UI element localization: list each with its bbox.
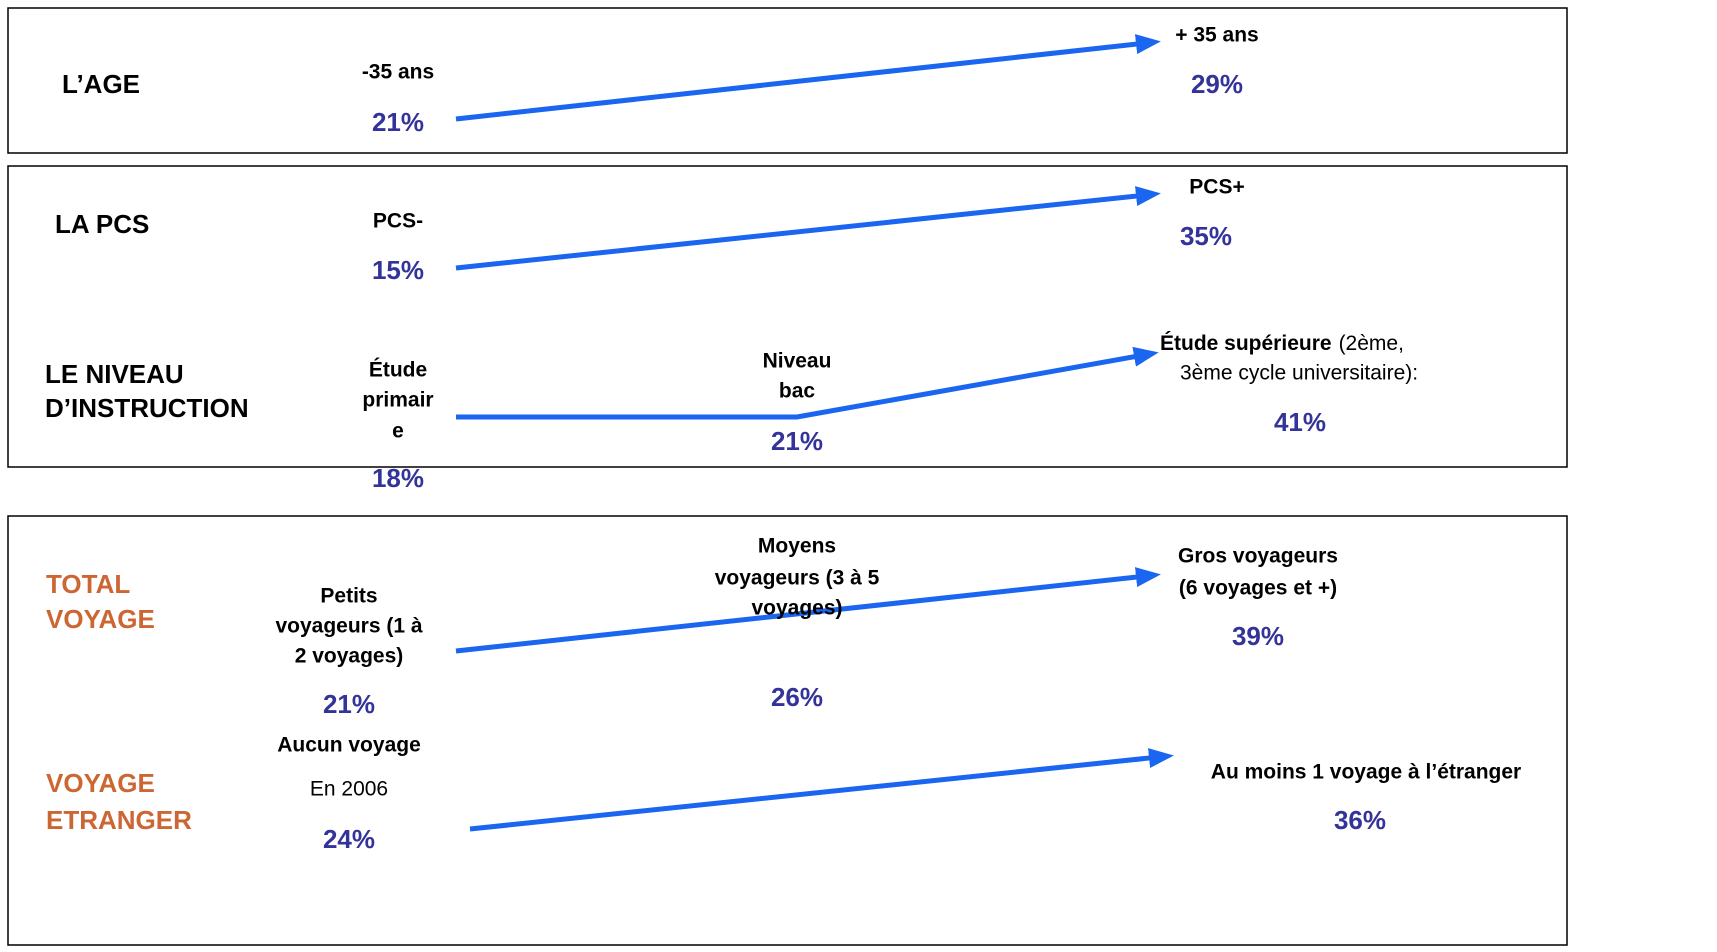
point-label: e	[392, 420, 404, 443]
row-label: ETRANGER	[46, 805, 192, 835]
arrow	[469, 748, 1174, 832]
percent: 36%	[1334, 805, 1386, 835]
box	[7, 515, 1568, 946]
point-label: Moyens	[758, 535, 836, 558]
row-label: LE NIVEAU	[45, 359, 184, 389]
percent: 21%	[323, 689, 375, 719]
point-label: voyageurs (1 à	[275, 615, 422, 638]
row-label: LA PCS	[55, 209, 149, 239]
box	[7, 7, 1568, 154]
point-label: primair	[362, 389, 433, 412]
point-label: 2 voyages)	[295, 645, 404, 668]
point-label: Aucun voyage	[277, 734, 421, 757]
percent: 21%	[771, 426, 823, 456]
point-label: + 35 ans	[1175, 24, 1258, 47]
percent: 26%	[771, 682, 823, 712]
point-label-bold: Étude supérieure	[1160, 332, 1332, 355]
point-label: Niveau	[763, 350, 832, 373]
point-label: Étude	[369, 359, 427, 382]
percent: 35%	[1180, 221, 1232, 251]
arrow	[455, 186, 1161, 271]
arrow	[455, 34, 1161, 122]
percent: 41%	[1274, 407, 1326, 437]
row-label: VOYAGE	[46, 768, 155, 798]
point-label: Au moins 1 voyage à l’étranger	[1211, 761, 1521, 784]
row-label: D’INSTRUCTION	[45, 393, 249, 423]
point-label: Gros voyageurs	[1178, 545, 1338, 568]
point-label: PCS+	[1189, 176, 1244, 199]
percent: 39%	[1232, 621, 1284, 651]
point-label: bac	[779, 380, 816, 403]
point-label: voyageurs (3 à 5	[715, 567, 880, 590]
percent: 21%	[372, 107, 424, 137]
point-label: -35 ans	[362, 61, 434, 84]
point-label: PCS-	[373, 210, 423, 233]
percent: 18%	[372, 463, 424, 493]
row-label: L’AGE	[62, 69, 140, 99]
point-label: (6 voyages et +)	[1179, 577, 1337, 600]
point-label-rest: (2ème,	[1339, 332, 1404, 355]
box	[7, 165, 1568, 468]
row-label: TOTAL	[46, 569, 130, 599]
arrow	[456, 346, 1159, 420]
arrow	[455, 567, 1161, 654]
point-label: voyages)	[751, 597, 842, 620]
row-label: VOYAGE	[46, 604, 155, 634]
point-note: En 2006	[310, 778, 388, 801]
percent: 24%	[323, 824, 375, 854]
point-label: Étude supérieure (2ème,	[1160, 332, 1404, 355]
percent: 29%	[1191, 69, 1243, 99]
percent: 15%	[372, 255, 424, 285]
point-label: Petits	[320, 585, 377, 608]
point-label: 3ème cycle universitaire):	[1180, 362, 1418, 385]
